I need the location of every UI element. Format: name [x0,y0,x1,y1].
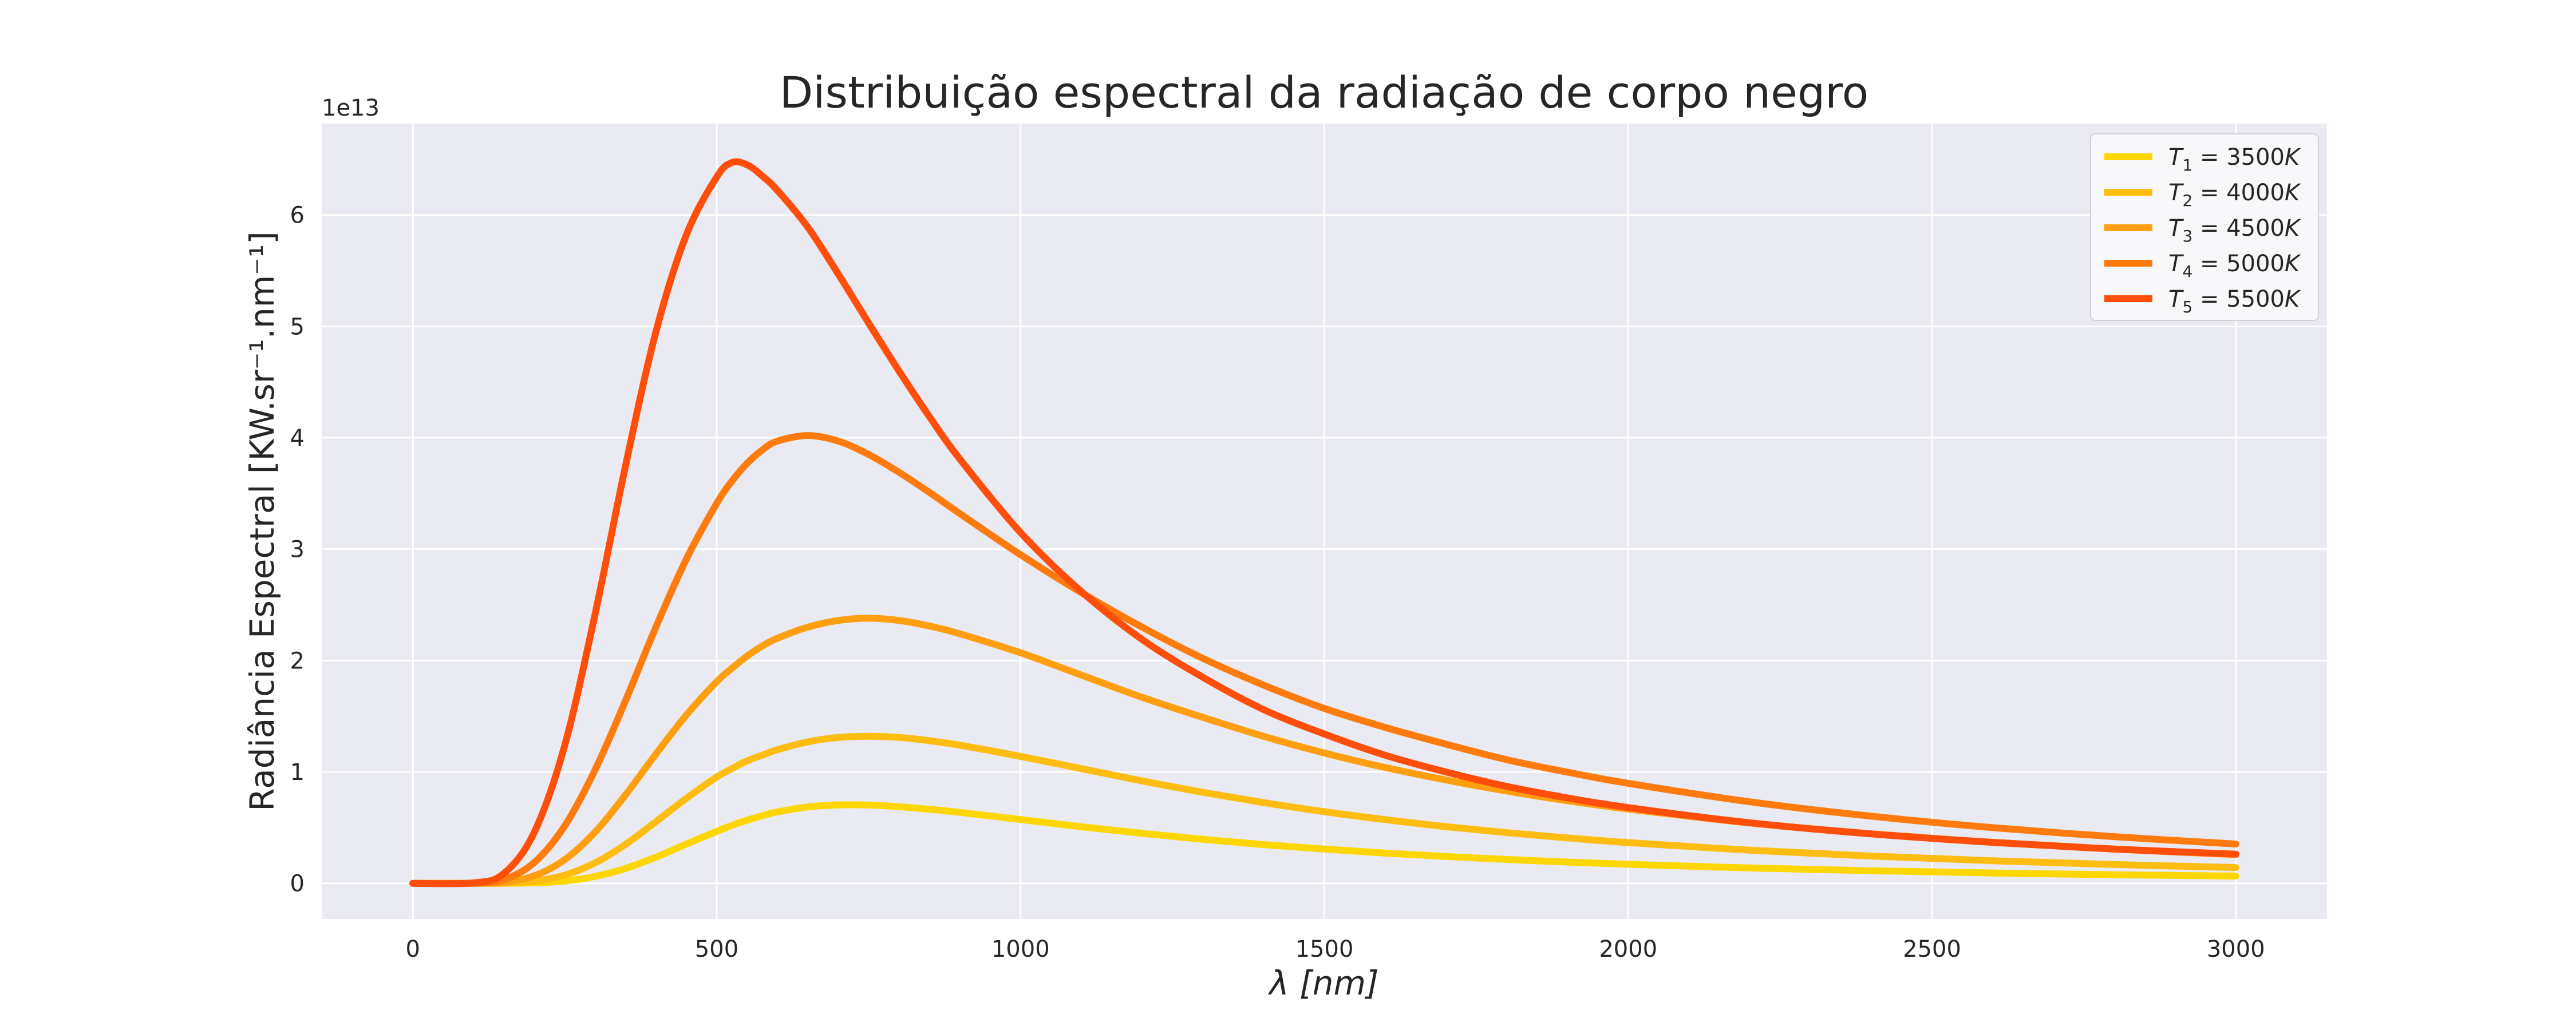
grid [322,124,2327,919]
series-line-4 [409,432,2239,888]
x-tick-label: 0 [406,936,420,962]
y-tick-label: 1 [290,759,305,786]
legend-entry: T1 = 3500K [2168,144,2301,175]
y-tick-label: 5 [290,314,305,340]
x-tick-label: 2000 [1599,936,1657,962]
x-tick-label: 1000 [991,936,1050,962]
chart-title: Distribuição espectral da radiação de co… [780,67,1869,118]
legend-entry: T3 = 4500K [2168,215,2301,245]
legend: T1 = 3500K T2 = 4000K T3 = 4500K T4 = 5000K… [2090,133,2319,321]
legend-entry: T2 = 4000K [2168,180,2301,210]
y-tick-labels: 0 1 2 3 4 5 6 [290,203,305,897]
legend-entry: T5 = 5500K [2168,286,2301,316]
y-tick-label: 4 [290,425,305,451]
y-tick-label: 6 [290,203,305,229]
y-tick-label: 3 [290,537,305,563]
series-line-1 [409,801,2239,887]
x-tick-labels: 0 500 1000 1500 2000 2500 3000 [406,936,2265,962]
x-tick-label: 2500 [1903,936,1961,962]
legend-entry: T4 = 5000K [2168,251,2301,281]
x-tick-label: 1500 [1295,936,1354,962]
legend-box [2090,133,2319,321]
series-line-2 [409,732,2239,887]
x-tick-label: 500 [695,936,738,962]
y-tick-label: 2 [290,648,305,674]
x-tick-label: 3000 [2207,936,2265,962]
y-offset-label: 1e13 [322,95,380,121]
series-line-5 [409,158,2239,888]
series-group [409,158,2239,888]
y-axis-label: Radiância Espectral [KW.sr⁻¹.nm⁻¹] [243,231,282,811]
x-axis-label: λ [nm] [1267,964,1378,1003]
y-tick-label: 0 [290,871,305,897]
